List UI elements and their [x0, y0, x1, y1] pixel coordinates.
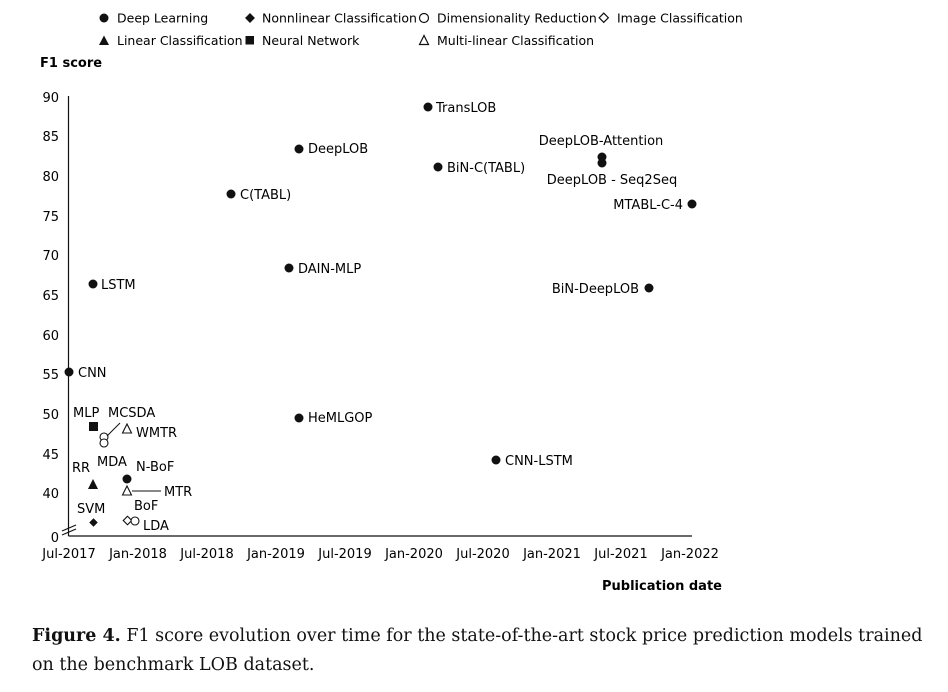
legend-label-nonlinear: Nonnlinear Classification	[262, 11, 417, 26]
x-tick-labels: Jul-2017 Jan-2018 Jul-2018 Jan-2019 Jul-…	[41, 547, 719, 562]
y-tick-labels: 90 85 80 75 70 65 60 55 50 45 40 0	[42, 91, 59, 546]
legend-marker-dim-reduction	[418, 12, 430, 24]
figure-caption-text: F1 score evolution over time for the sta…	[32, 626, 923, 675]
x-tick-label: Jul-2017	[41, 547, 95, 562]
point-mda	[99, 438, 109, 448]
legend: Deep Learning Nonnlinear Classification …	[99, 11, 743, 48]
y-tick-label: 50	[42, 408, 59, 423]
x-axis-title: Publication date	[602, 579, 722, 594]
point-mtr	[121, 484, 133, 496]
point-dain-mlp	[284, 263, 294, 273]
point-translob	[423, 102, 433, 112]
point-label-ctabl: C(TABL)	[240, 188, 291, 203]
point-label-mtr: MTR	[164, 485, 192, 500]
x-tick-label: Jan-2018	[108, 547, 167, 562]
legend-marker-linear	[99, 35, 109, 45]
point-label-bof: BoF	[134, 499, 158, 514]
y-tick-label: 40	[42, 487, 59, 502]
y-tick-label: 60	[42, 329, 59, 344]
legend-marker-nonlinear	[245, 13, 255, 23]
point-mtabl-c-4	[687, 199, 697, 209]
point-label-bin-deeplob: BiN-DeepLOB	[552, 282, 639, 297]
y-tick-label: 85	[42, 130, 59, 145]
y-axis-title: F1 score	[40, 56, 102, 71]
point-label-deeplob: DeepLOB	[308, 142, 368, 157]
point-label-n-bof: N-BoF	[136, 460, 174, 475]
point-bin-ctabl	[433, 162, 443, 172]
point-lstm	[88, 279, 98, 289]
point-deeplob-seq2seq	[597, 158, 607, 168]
legend-marker-deep-learning	[99, 13, 109, 23]
y-tick-label: 45	[42, 448, 59, 463]
y-tick-label: 90	[42, 91, 59, 106]
point-cnn	[64, 367, 74, 377]
point-ctabl	[226, 189, 236, 199]
x-tick-label: Jan-2019	[246, 547, 305, 562]
x-tick-label: Jul-2021	[593, 547, 647, 562]
point-label-deeplob-seq2seq: DeepLOB - Seq2Seq	[547, 173, 677, 188]
y-tick-label: 65	[42, 289, 59, 304]
point-label-bin-ctabl: BiN-C(TABL)	[447, 161, 525, 176]
point-label-cnn: CNN	[78, 366, 107, 381]
point-label-mtabl-c-4: MTABL-C-4	[613, 198, 683, 213]
f1-score-chart: Deep Learning Nonnlinear Classification …	[40, 11, 743, 595]
point-label-lstm: LSTM	[101, 278, 136, 293]
legend-marker-neural-net	[245, 36, 254, 45]
x-tick-label: Jul-2020	[455, 547, 509, 562]
legend-marker-multilinear	[418, 34, 430, 46]
point-bof	[122, 515, 133, 526]
point-deeplob	[294, 144, 304, 154]
y-tick-label: 0	[51, 531, 59, 546]
legend-label-neural-net: Neural Network	[262, 33, 360, 48]
x-tick-label: Jul-2018	[179, 547, 233, 562]
x-tick-label: Jan-2021	[522, 547, 581, 562]
point-label-cnn-lstm: CNN-LSTM	[505, 454, 573, 469]
point-bin-deeplob	[644, 283, 654, 293]
point-cnn-lstm	[491, 455, 501, 465]
figure-caption-label: Figure 4.	[32, 626, 121, 646]
point-label-mlp: MLP	[73, 406, 99, 421]
point-label-lda: LDA	[143, 519, 169, 534]
legend-label-multilinear: Multi-linear Classification	[437, 33, 594, 48]
point-label-dain-mlp: DAIN-MLP	[298, 262, 361, 277]
point-n-bof	[122, 474, 132, 484]
connector-line	[106, 422, 121, 437]
point-label-deeplob-attention: DeepLOB-Attention	[539, 134, 664, 149]
axis-break-mark	[61, 528, 77, 536]
point-rr	[88, 479, 98, 489]
y-tick-label: 70	[42, 249, 59, 264]
y-tick-label: 80	[42, 170, 59, 185]
data-points: CNN LSTM C(TABL) DeepLOB DAIN-MLP HeMLGO…	[64, 101, 697, 534]
axis-break-mark	[61, 524, 77, 532]
point-label-svm: SVM	[77, 502, 105, 517]
legend-label-dim-reduction: Dimensionality Reduction	[437, 11, 597, 26]
point-lda	[130, 516, 140, 526]
x-tick-label: Jan-2022	[660, 547, 719, 562]
point-label-translob: TransLOB	[435, 101, 496, 116]
y-tick-label: 75	[42, 210, 59, 225]
figure-caption: Figure 4. F1 score evolution over time f…	[32, 622, 932, 680]
x-tick-label: Jan-2020	[384, 547, 443, 562]
point-label-rr: RR	[72, 461, 90, 476]
point-hemlgop	[294, 413, 304, 423]
point-label-mcsda: MCSDA	[108, 406, 155, 421]
point-svm	[89, 518, 98, 527]
legend-marker-image-class	[598, 12, 610, 24]
point-label-hemlgop: HeMLGOP	[308, 411, 373, 426]
x-tick-label: Jul-2019	[317, 547, 371, 562]
point-wmtr	[121, 422, 133, 434]
point-mlp	[89, 422, 98, 431]
y-tick-label: 55	[42, 368, 59, 383]
legend-label-image-class: Image Classification	[617, 11, 743, 26]
legend-label-linear: Linear Classification	[117, 33, 243, 48]
legend-label-deep-learning: Deep Learning	[117, 11, 208, 26]
point-label-mda: MDA	[97, 455, 127, 470]
point-label-wmtr: WMTR	[136, 426, 177, 441]
